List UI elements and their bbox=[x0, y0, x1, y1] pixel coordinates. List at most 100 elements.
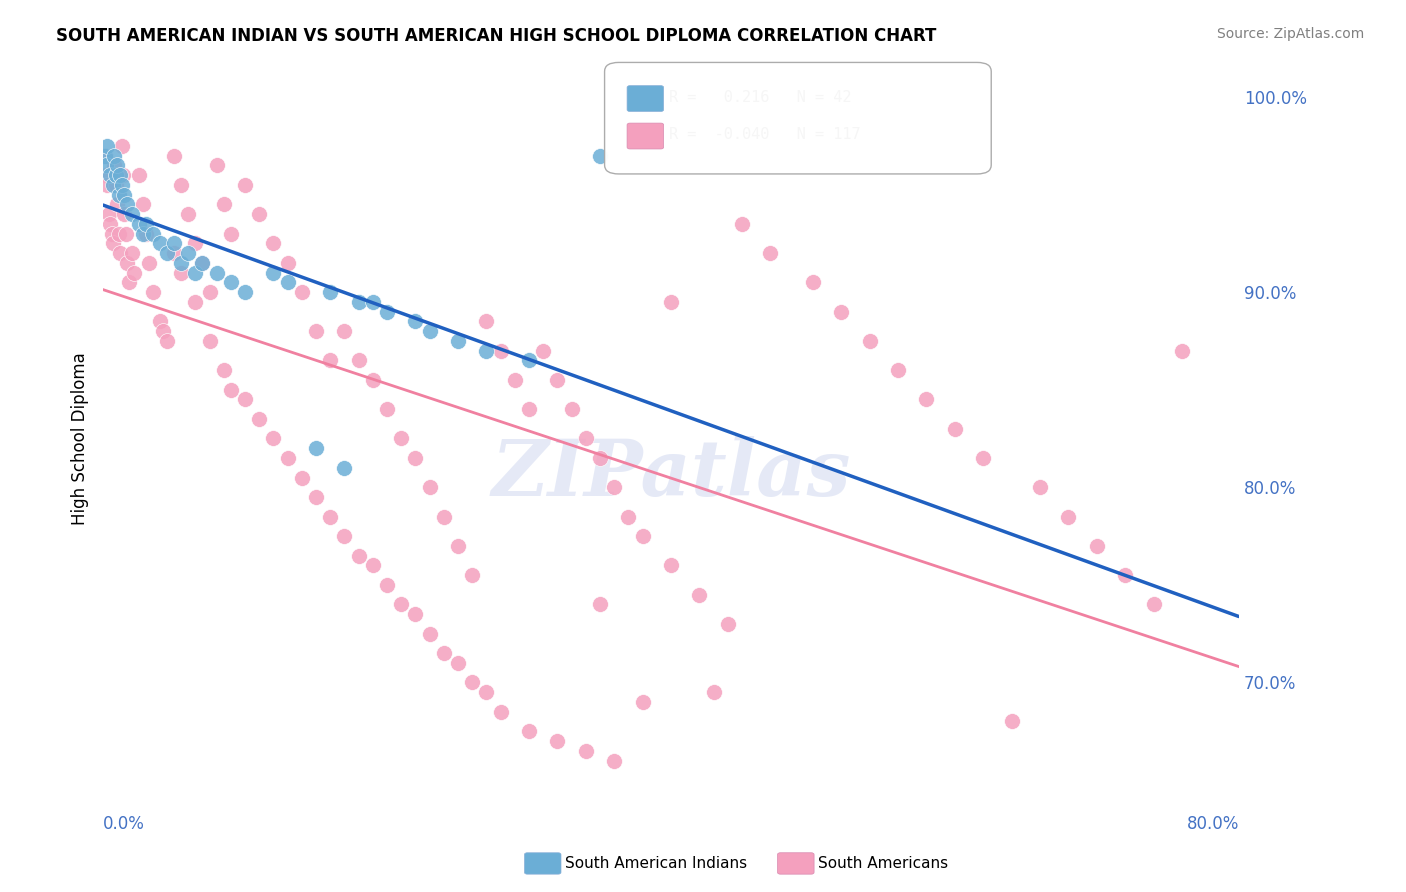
Text: ZIPatlas: ZIPatlas bbox=[491, 436, 851, 513]
Point bbox=[659, 558, 682, 573]
Point bbox=[575, 432, 598, 446]
Point bbox=[731, 217, 754, 231]
Point bbox=[104, 168, 127, 182]
Point bbox=[112, 187, 135, 202]
Point bbox=[184, 236, 207, 251]
Point bbox=[589, 148, 612, 162]
Point bbox=[305, 324, 328, 338]
Text: R =  -0.040   N = 117: R = -0.040 N = 117 bbox=[669, 128, 860, 142]
Point bbox=[589, 598, 612, 612]
Point bbox=[94, 158, 117, 172]
Point bbox=[142, 285, 165, 299]
Point bbox=[117, 197, 139, 211]
Point bbox=[561, 402, 583, 417]
Point bbox=[170, 266, 193, 280]
Point bbox=[1029, 480, 1052, 494]
Point bbox=[108, 246, 131, 260]
Point bbox=[419, 626, 441, 640]
Point bbox=[419, 324, 441, 338]
Point bbox=[277, 256, 299, 270]
Point bbox=[233, 392, 256, 407]
Point bbox=[263, 236, 285, 251]
Point bbox=[489, 343, 512, 358]
Point bbox=[163, 246, 186, 260]
Point bbox=[319, 509, 342, 524]
Point bbox=[589, 450, 612, 465]
Point bbox=[361, 294, 384, 309]
Point bbox=[447, 334, 470, 348]
Point bbox=[1001, 714, 1024, 729]
Point bbox=[659, 294, 682, 309]
Point bbox=[135, 217, 157, 231]
Point bbox=[100, 227, 122, 241]
Point bbox=[419, 480, 441, 494]
Point bbox=[107, 187, 129, 202]
Point bbox=[859, 334, 882, 348]
Point bbox=[191, 256, 214, 270]
Point bbox=[503, 373, 526, 387]
Point bbox=[219, 276, 242, 290]
Point bbox=[191, 256, 214, 270]
Point bbox=[1085, 539, 1108, 553]
Point bbox=[124, 266, 146, 280]
Point bbox=[404, 450, 426, 465]
Point bbox=[98, 217, 121, 231]
Text: South Americans: South Americans bbox=[818, 856, 949, 871]
Point bbox=[104, 178, 127, 192]
Point bbox=[135, 227, 157, 241]
Point bbox=[156, 246, 179, 260]
Point bbox=[198, 334, 221, 348]
Point bbox=[118, 276, 141, 290]
Point bbox=[291, 470, 314, 484]
Point bbox=[447, 539, 470, 553]
Text: 80.0%: 80.0% bbox=[1187, 815, 1239, 833]
Point bbox=[103, 148, 125, 162]
Point bbox=[333, 324, 356, 338]
Point bbox=[631, 529, 654, 543]
Point bbox=[156, 334, 179, 348]
Point bbox=[115, 227, 138, 241]
Point bbox=[475, 343, 498, 358]
Point bbox=[163, 236, 186, 251]
Point bbox=[475, 685, 498, 699]
Point bbox=[96, 178, 118, 192]
Point bbox=[688, 588, 710, 602]
Point bbox=[233, 178, 256, 192]
Point bbox=[219, 383, 242, 397]
Point bbox=[121, 207, 143, 221]
Point bbox=[128, 217, 150, 231]
Point bbox=[93, 148, 115, 162]
Point bbox=[389, 598, 412, 612]
Point bbox=[170, 256, 193, 270]
Point bbox=[277, 276, 299, 290]
Point bbox=[101, 236, 124, 251]
Point bbox=[433, 646, 456, 660]
Point bbox=[1142, 598, 1164, 612]
Point bbox=[152, 324, 174, 338]
Text: South American Indians: South American Indians bbox=[565, 856, 748, 871]
Point bbox=[517, 353, 540, 368]
Point bbox=[333, 460, 356, 475]
Point bbox=[943, 422, 966, 436]
Point bbox=[461, 568, 484, 582]
Point bbox=[759, 246, 782, 260]
Point bbox=[361, 373, 384, 387]
Point bbox=[333, 529, 356, 543]
Point bbox=[702, 685, 724, 699]
Point bbox=[277, 450, 299, 465]
Point bbox=[972, 450, 994, 465]
Point bbox=[404, 314, 426, 328]
Point bbox=[375, 304, 398, 318]
Point bbox=[132, 197, 155, 211]
Point bbox=[110, 138, 132, 153]
Point bbox=[375, 402, 398, 417]
Point bbox=[94, 168, 117, 182]
Point bbox=[631, 695, 654, 709]
Point bbox=[184, 294, 207, 309]
Point bbox=[389, 432, 412, 446]
Point bbox=[177, 207, 200, 221]
Point bbox=[212, 197, 235, 211]
Point bbox=[347, 294, 370, 309]
Point bbox=[105, 158, 128, 172]
Point bbox=[105, 197, 128, 211]
